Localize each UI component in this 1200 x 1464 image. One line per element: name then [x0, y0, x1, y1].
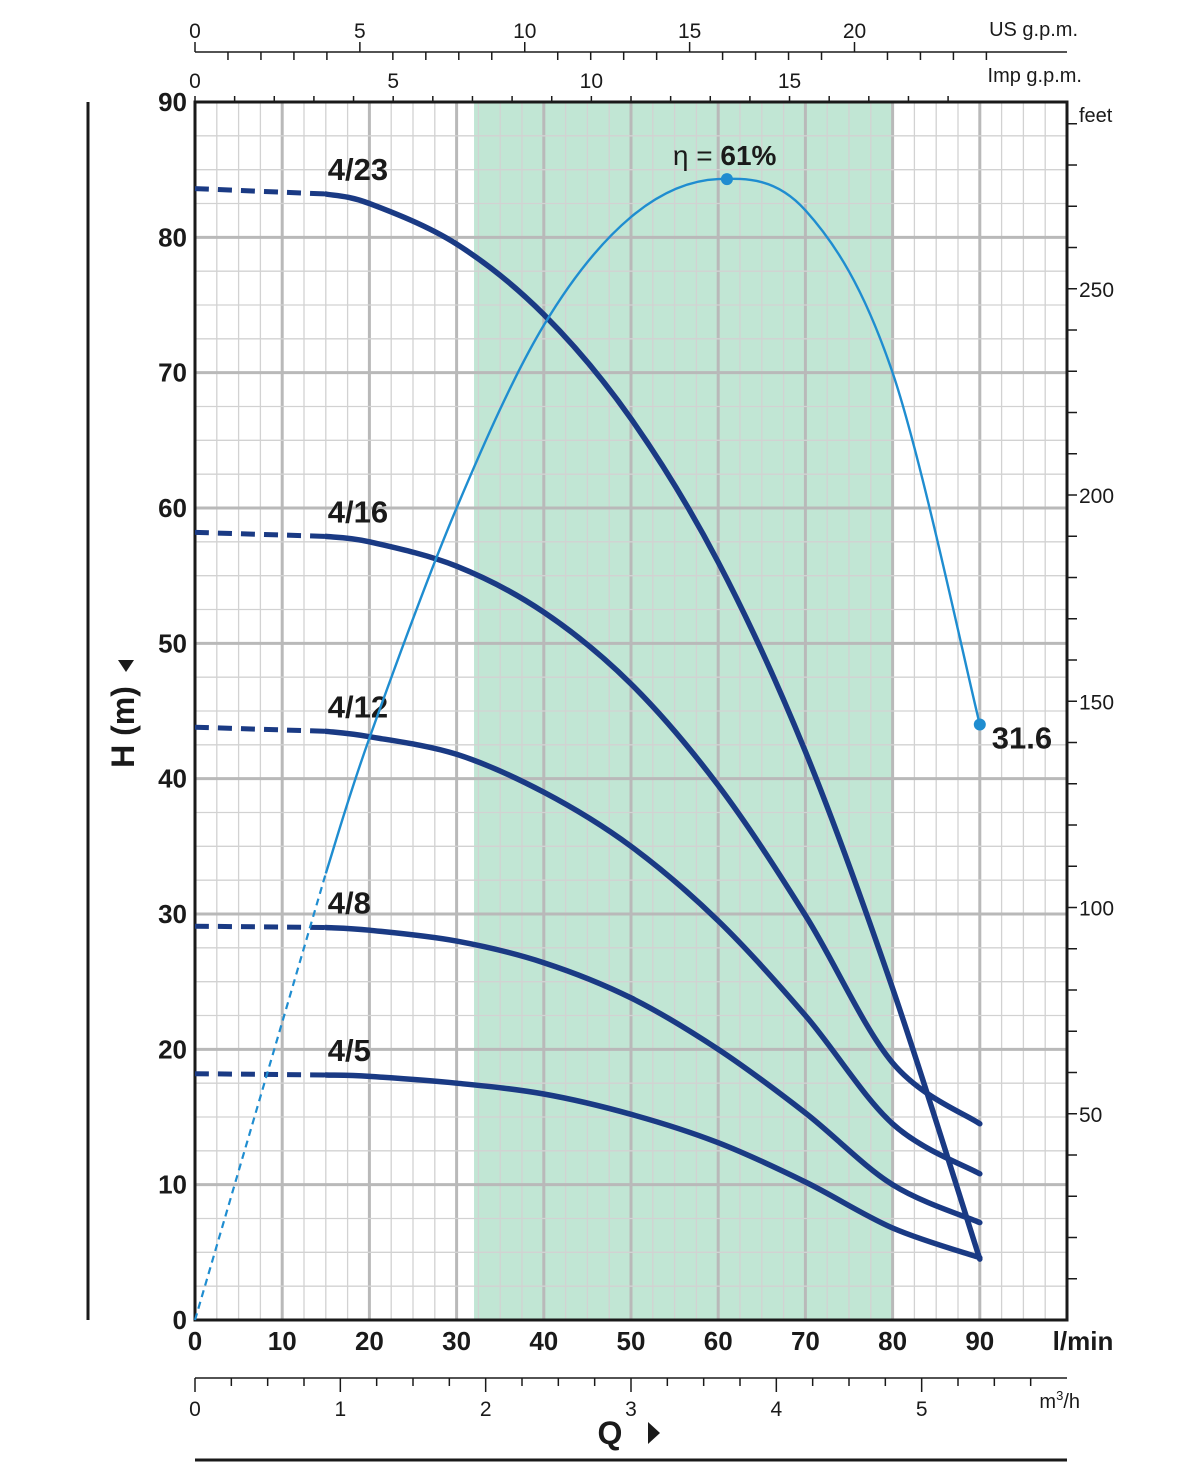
curve-label-4-8: 4/8 [328, 886, 371, 921]
m3h-tick-label: 0 [189, 1398, 201, 1421]
m3h-tick-label: 5 [916, 1398, 928, 1421]
feet-tick-label: 100 [1079, 898, 1114, 921]
y-tick-label: 40 [158, 764, 187, 794]
curve-dashed-4-8 [194, 923, 326, 930]
x-tick-label: 0 [188, 1326, 202, 1356]
efficiency-end-label: 31.6 [992, 721, 1052, 756]
x-tick-label: 80 [878, 1326, 907, 1356]
y-axis-title: H (m) [105, 686, 141, 768]
imp-gpm-tick-label: 10 [580, 70, 603, 93]
x-tick-label: 20 [355, 1326, 384, 1356]
curve-label-4-16: 4/16 [328, 494, 388, 529]
y-tick-label: 20 [158, 1034, 187, 1064]
us-gpm-tick-label: 20 [843, 20, 866, 43]
curve-dashed-4-16 [194, 529, 326, 539]
efficiency-end-point [973, 718, 986, 731]
x-tick-label: 50 [617, 1326, 646, 1356]
curve-4-16 [323, 533, 983, 1127]
x-tick-label: 70 [791, 1326, 820, 1356]
curve-4-12 [323, 728, 983, 1177]
x-tick-label: 40 [529, 1326, 558, 1356]
y-tick-label: 10 [158, 1170, 187, 1200]
y-tick-label: 30 [158, 899, 187, 929]
m3h-tick-label: 4 [770, 1398, 782, 1421]
m3h-unit-tail: /h [1063, 1391, 1080, 1413]
curve-label-4-12: 4/12 [328, 689, 388, 724]
x-unit-label: l/min [1053, 1326, 1114, 1356]
feet-unit-label: feet [1079, 105, 1113, 127]
imp-gpm-tick-label: 5 [387, 70, 399, 93]
y-tick-label: 70 [158, 358, 187, 388]
imp-gpm-tick-label: 15 [778, 70, 801, 93]
m3h-tick-label: 1 [334, 1398, 346, 1421]
us-gpm-tick-label: 5 [354, 20, 366, 43]
y-tick-label: 60 [158, 493, 187, 523]
curve-dashed-4-23 [194, 186, 326, 197]
m3h-tick-label: 2 [480, 1398, 492, 1421]
efficiency-curve-line [324, 177, 981, 874]
grid [193, 100, 1069, 1322]
x-tick-label: 60 [704, 1326, 733, 1356]
us-gpm-tick-label: 15 [678, 20, 701, 43]
x-tick-label: 90 [965, 1326, 994, 1356]
efficiency-peak-point [720, 173, 733, 186]
x-tick-label: 30 [442, 1326, 471, 1356]
curve-4-5 [323, 1072, 983, 1261]
efficiency-curve-dashed [193, 873, 327, 1321]
feet-tick-label: 150 [1079, 691, 1114, 714]
efficiency-peak-value: 61% [720, 140, 776, 171]
efficiency-symbol: η = [673, 140, 720, 171]
x-axis-arrow-icon [648, 1422, 660, 1444]
y-tick-label: 0 [173, 1305, 187, 1335]
head-curves: 4/23 4/16 4/12 4/8 4/5 [194, 152, 983, 1262]
m3h-unit-main: m [1039, 1391, 1056, 1413]
us-gpm-tick-label: 10 [513, 20, 536, 43]
y-axis-arrow-icon [118, 660, 134, 672]
m3h-tick-label: 3 [625, 1398, 637, 1421]
m3h-unit-sup: 3 [1056, 1388, 1063, 1403]
curve-dashed-4-5 [194, 1071, 326, 1078]
imp-gpm-unit-label: Imp g.p.m. [988, 65, 1082, 87]
curve-4-8 [323, 924, 983, 1226]
imp-gpm-tick-label: 0 [189, 70, 201, 93]
m3h-unit-label: m3/h [1039, 1388, 1080, 1413]
feet-tick-label: 250 [1079, 279, 1114, 302]
us-gpm-unit-label: US g.p.m. [989, 19, 1078, 41]
y-tick-label: 80 [158, 222, 187, 252]
efficiency-peak-label: η = 61% [673, 140, 777, 171]
curve-label-4-23: 4/23 [328, 152, 388, 187]
us-gpm-tick-label: 0 [189, 20, 201, 43]
y-tick-label: 90 [158, 87, 187, 117]
feet-tick-label: 50 [1079, 1104, 1102, 1127]
curve-4-23 [323, 191, 983, 1262]
x-tick-label: 10 [268, 1326, 297, 1356]
efficiency-curve: η = 61% 31.6 [193, 140, 1052, 1321]
x-axis-title: Q [598, 1415, 623, 1451]
y-tick-label: 50 [158, 628, 187, 658]
feet-tick-label: 200 [1079, 485, 1114, 508]
curve-label-4-5: 4/5 [328, 1033, 371, 1068]
curve-dashed-4-12 [194, 724, 326, 734]
